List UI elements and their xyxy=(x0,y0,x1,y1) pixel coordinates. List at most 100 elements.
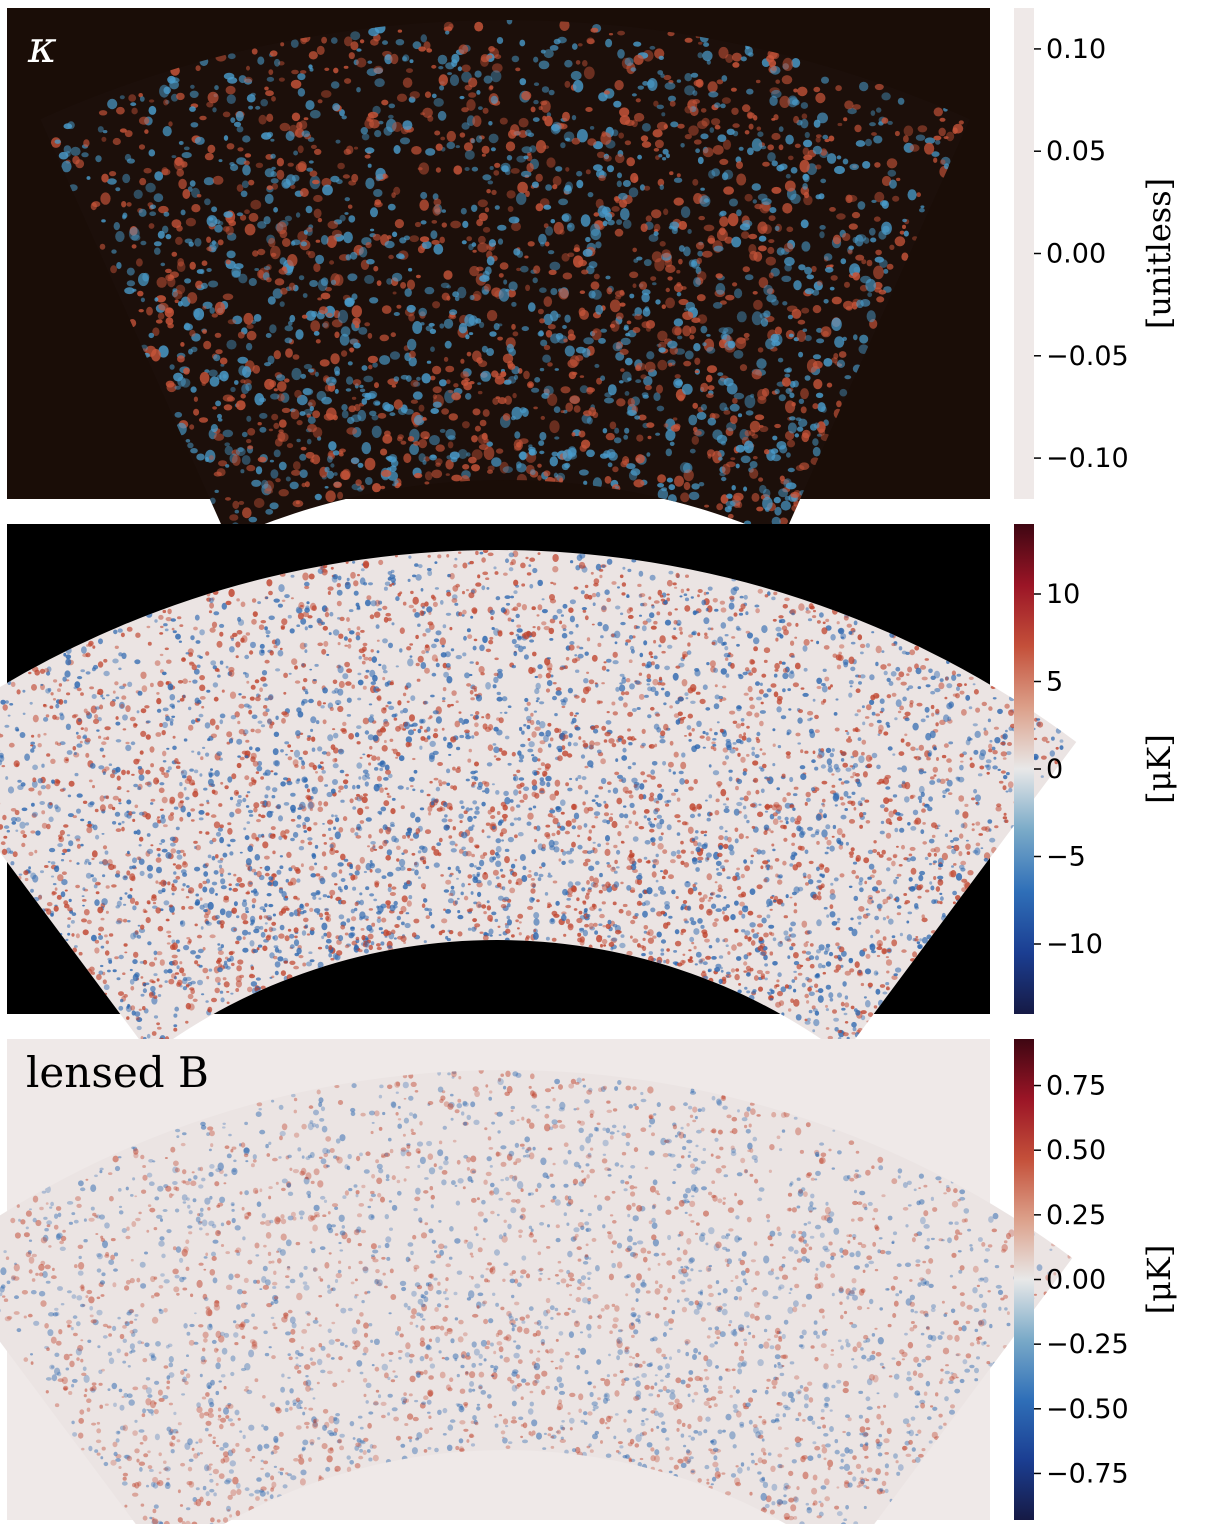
field-texture-blob xyxy=(730,415,738,424)
field-texture-blob xyxy=(469,294,475,301)
field-texture-blob xyxy=(764,449,770,455)
field-texture-blob xyxy=(813,86,821,93)
field-texture-blob xyxy=(246,94,256,103)
field-texture-blob xyxy=(705,955,712,960)
field-texture-blob xyxy=(794,662,801,670)
field-texture-blob xyxy=(866,1020,870,1023)
field-texture-blob xyxy=(594,363,600,368)
field-texture-blob xyxy=(499,117,508,125)
field-texture-blob xyxy=(634,821,639,826)
field-texture-blob xyxy=(329,611,334,617)
field-texture-blob xyxy=(101,898,108,906)
field-texture-blob xyxy=(874,162,881,168)
field-texture-blob xyxy=(876,107,882,113)
field-texture-blob xyxy=(746,753,750,757)
field-texture-blob xyxy=(663,869,669,875)
field-texture-blob xyxy=(108,959,113,964)
field-texture-blob xyxy=(847,249,853,255)
field-texture-blob xyxy=(95,155,102,163)
field-texture-blob xyxy=(324,486,329,489)
field-texture-blob xyxy=(793,280,802,291)
field-texture-blob xyxy=(321,605,328,612)
field-texture-blob xyxy=(118,667,122,671)
field-texture-blob xyxy=(199,115,207,121)
field-texture-blob xyxy=(771,118,776,121)
field-texture-blob xyxy=(421,241,432,249)
field-texture-blob xyxy=(308,762,315,768)
field-texture-blob xyxy=(749,420,761,433)
field-texture-blob xyxy=(521,326,529,332)
field-texture-blob xyxy=(577,834,581,838)
field-texture-blob xyxy=(496,37,504,44)
field-texture-blob xyxy=(590,27,599,33)
field-texture-blob xyxy=(200,282,208,289)
field-texture-blob xyxy=(840,1001,845,1007)
field-texture-blob xyxy=(466,452,471,457)
field-texture-blob xyxy=(680,849,686,854)
field-texture-blob xyxy=(252,250,259,257)
field-texture-blob xyxy=(627,614,634,619)
field-texture-blob xyxy=(610,813,614,815)
field-texture-blob xyxy=(692,886,698,892)
field-texture-blob xyxy=(653,392,661,402)
field-texture-blob xyxy=(579,375,585,378)
field-texture-blob xyxy=(322,823,325,825)
field-texture-blob xyxy=(217,827,223,832)
field-texture-blob xyxy=(353,146,359,150)
field-texture-blob xyxy=(539,367,545,372)
field-texture-blob xyxy=(897,97,905,105)
field-texture-blob xyxy=(798,351,804,358)
field-texture-blob xyxy=(390,808,396,815)
field-texture-blob xyxy=(245,739,250,743)
field-texture-blob xyxy=(619,684,626,692)
field-texture-blob xyxy=(728,769,733,773)
field-texture-blob xyxy=(543,313,553,326)
field-texture-blob xyxy=(202,947,206,951)
field-texture-blob xyxy=(666,477,674,483)
field-texture-blob xyxy=(785,134,794,145)
field-texture-blob xyxy=(409,59,414,64)
field-texture-blob xyxy=(852,861,858,865)
field-texture-blob xyxy=(194,923,198,927)
field-texture-blob xyxy=(507,836,514,843)
field-texture-blob xyxy=(194,960,199,965)
field-texture-blob xyxy=(605,835,610,842)
field-texture-blob xyxy=(447,441,454,449)
field-texture-blob xyxy=(160,625,164,629)
field-texture-blob xyxy=(771,186,782,194)
field-texture-blob xyxy=(428,811,432,816)
field-texture-blob xyxy=(385,900,391,906)
field-texture-blob xyxy=(478,106,483,110)
field-texture-blob xyxy=(119,95,125,100)
field-texture-blob xyxy=(190,84,195,89)
field-texture-blob xyxy=(176,168,184,177)
field-texture-blob xyxy=(450,885,455,890)
field-texture-blob xyxy=(136,710,140,714)
field-texture-blob xyxy=(206,236,212,243)
field-texture-blob xyxy=(270,138,275,142)
colorbar-tick-label: 0.10 xyxy=(1046,34,1106,65)
field-texture-blob xyxy=(553,406,561,413)
field-texture-blob xyxy=(855,140,866,147)
colorbar-kappa: 0.100.050.00−0.05−0.10[unitless] xyxy=(1014,8,1178,499)
field-texture-blob xyxy=(777,879,783,885)
field-texture-blob xyxy=(432,401,442,408)
field-texture-blob xyxy=(1007,781,1014,789)
field-texture-blob xyxy=(343,231,353,244)
field-texture-blob xyxy=(390,332,396,338)
field-texture-blob xyxy=(140,297,145,303)
field-texture-blob xyxy=(377,762,384,766)
field-texture-blob xyxy=(772,618,777,622)
field-texture-blob xyxy=(888,681,894,686)
field-texture-blob xyxy=(481,829,485,833)
field-texture-blob xyxy=(213,821,221,829)
field-texture-blob xyxy=(719,216,729,227)
field-texture-blob xyxy=(303,363,313,370)
field-texture-blob xyxy=(543,296,553,307)
field-texture-blob xyxy=(462,562,468,569)
field-texture-blob xyxy=(706,334,711,337)
field-texture-blob xyxy=(278,933,285,939)
field-texture-blob xyxy=(479,321,485,328)
field-texture-blob xyxy=(886,158,898,169)
field-texture-blob xyxy=(323,321,330,329)
